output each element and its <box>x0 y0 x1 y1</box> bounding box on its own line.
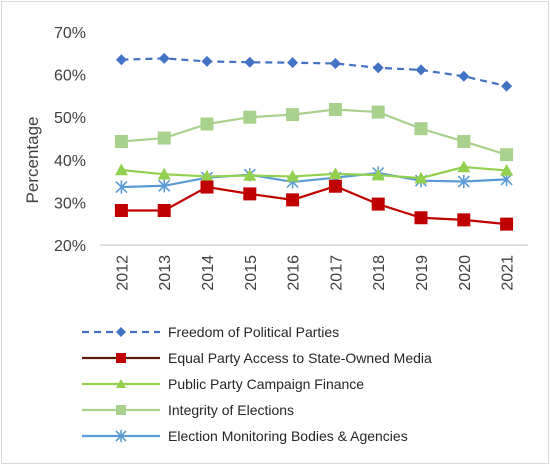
data-point <box>157 167 171 180</box>
x-tick-label: 2013 <box>157 255 174 291</box>
legend-item: Freedom of Political Parties <box>82 324 339 340</box>
series-line <box>121 165 507 180</box>
x-tick-label: 2016 <box>286 255 303 291</box>
x-tick-label: 2018 <box>371 255 388 291</box>
data-point <box>328 167 342 180</box>
data-point <box>371 168 385 181</box>
data-point <box>244 56 256 68</box>
data-point <box>114 134 128 148</box>
y-tick-label: 60% <box>54 68 86 85</box>
legend-item: Equal Party Access to State-Owned Media <box>82 350 432 366</box>
data-point <box>158 179 171 193</box>
series-line <box>121 108 507 156</box>
legend-label: Freedom of Political Parties <box>168 324 339 340</box>
data-point <box>200 117 214 131</box>
data-point <box>157 131 171 145</box>
data-point <box>457 213 471 227</box>
data-point <box>457 174 470 189</box>
data-point <box>414 171 428 184</box>
data-point <box>243 169 257 181</box>
series-line <box>121 57 507 88</box>
series-integrity-of-elections <box>114 103 514 162</box>
series-freedom-of-political-parties <box>115 52 513 92</box>
y-tick-labels: 20% 30% 40% 50% 60% 70% <box>54 25 86 255</box>
x-tick-label: 2019 <box>414 255 431 291</box>
x-tick-label: 2015 <box>243 255 260 291</box>
y-tick-label: 70% <box>54 25 86 42</box>
legend-item: Public Party Campaign Finance <box>82 376 364 392</box>
legend-marker <box>116 327 126 337</box>
data-point <box>157 203 171 217</box>
data-point <box>243 187 257 201</box>
x-tick-label: 2014 <box>200 255 217 291</box>
data-point <box>286 193 300 207</box>
data-point <box>457 134 471 148</box>
data-point <box>287 57 299 69</box>
data-point <box>286 169 300 182</box>
x-tick-label: 2012 <box>114 255 131 291</box>
series-public-party-campaign-finance <box>114 160 514 184</box>
data-point <box>500 148 514 162</box>
y-tick-label: 30% <box>54 195 86 212</box>
data-point <box>114 163 128 176</box>
x-tick-label: 2020 <box>457 255 474 291</box>
data-point <box>414 211 428 225</box>
data-point <box>200 180 214 194</box>
data-point <box>501 80 513 92</box>
data-point <box>200 169 214 182</box>
data-point <box>457 160 471 173</box>
y-tick-label: 40% <box>54 153 86 170</box>
series-line <box>121 171 507 189</box>
legend-label: Public Party Campaign Finance <box>168 376 364 392</box>
data-point <box>372 62 384 74</box>
data-point <box>414 122 428 136</box>
data-point <box>328 179 342 193</box>
legend-label: Election Monitoring Bodies & Agencies <box>168 428 408 444</box>
legend-item: Integrity of Elections <box>82 402 294 418</box>
data-point <box>201 55 213 67</box>
data-point <box>458 70 470 82</box>
y-axis-title: Percentage <box>23 117 42 204</box>
data-point <box>286 108 300 122</box>
data-point <box>243 110 257 124</box>
legend-item: Election Monitoring Bodies & Agencies <box>82 428 408 444</box>
data-point <box>329 58 341 70</box>
data-point <box>114 203 128 217</box>
data-point <box>115 54 127 66</box>
x-tick-label: 2017 <box>328 255 345 291</box>
series-group <box>114 52 514 231</box>
legend-label: Equal Party Access to State-Owned Media <box>168 350 432 366</box>
legend: Freedom of Political Parties Equal Party … <box>82 324 432 444</box>
y-tick-label: 50% <box>54 110 86 127</box>
series-equal-party-access-to-state-owned-media <box>114 179 514 231</box>
data-point <box>371 105 385 119</box>
y-tick-label: 20% <box>54 238 86 255</box>
legend-label: Integrity of Elections <box>168 402 294 418</box>
legend-marker <box>116 405 126 415</box>
x-tick-labels: 2012 2013 2014 2015 2016 2017 2018 2019 2020 2021 <box>114 255 516 291</box>
data-point <box>328 103 342 117</box>
data-point <box>158 52 170 64</box>
legend-marker <box>116 353 126 363</box>
legend-marker <box>116 379 126 388</box>
series-line <box>121 185 507 226</box>
x-tick-label: 2021 <box>500 255 517 291</box>
data-point <box>500 217 514 231</box>
data-point <box>371 197 385 211</box>
data-point <box>415 64 427 76</box>
data-point <box>115 180 128 194</box>
legend-marker <box>115 430 127 442</box>
data-point <box>500 163 514 176</box>
